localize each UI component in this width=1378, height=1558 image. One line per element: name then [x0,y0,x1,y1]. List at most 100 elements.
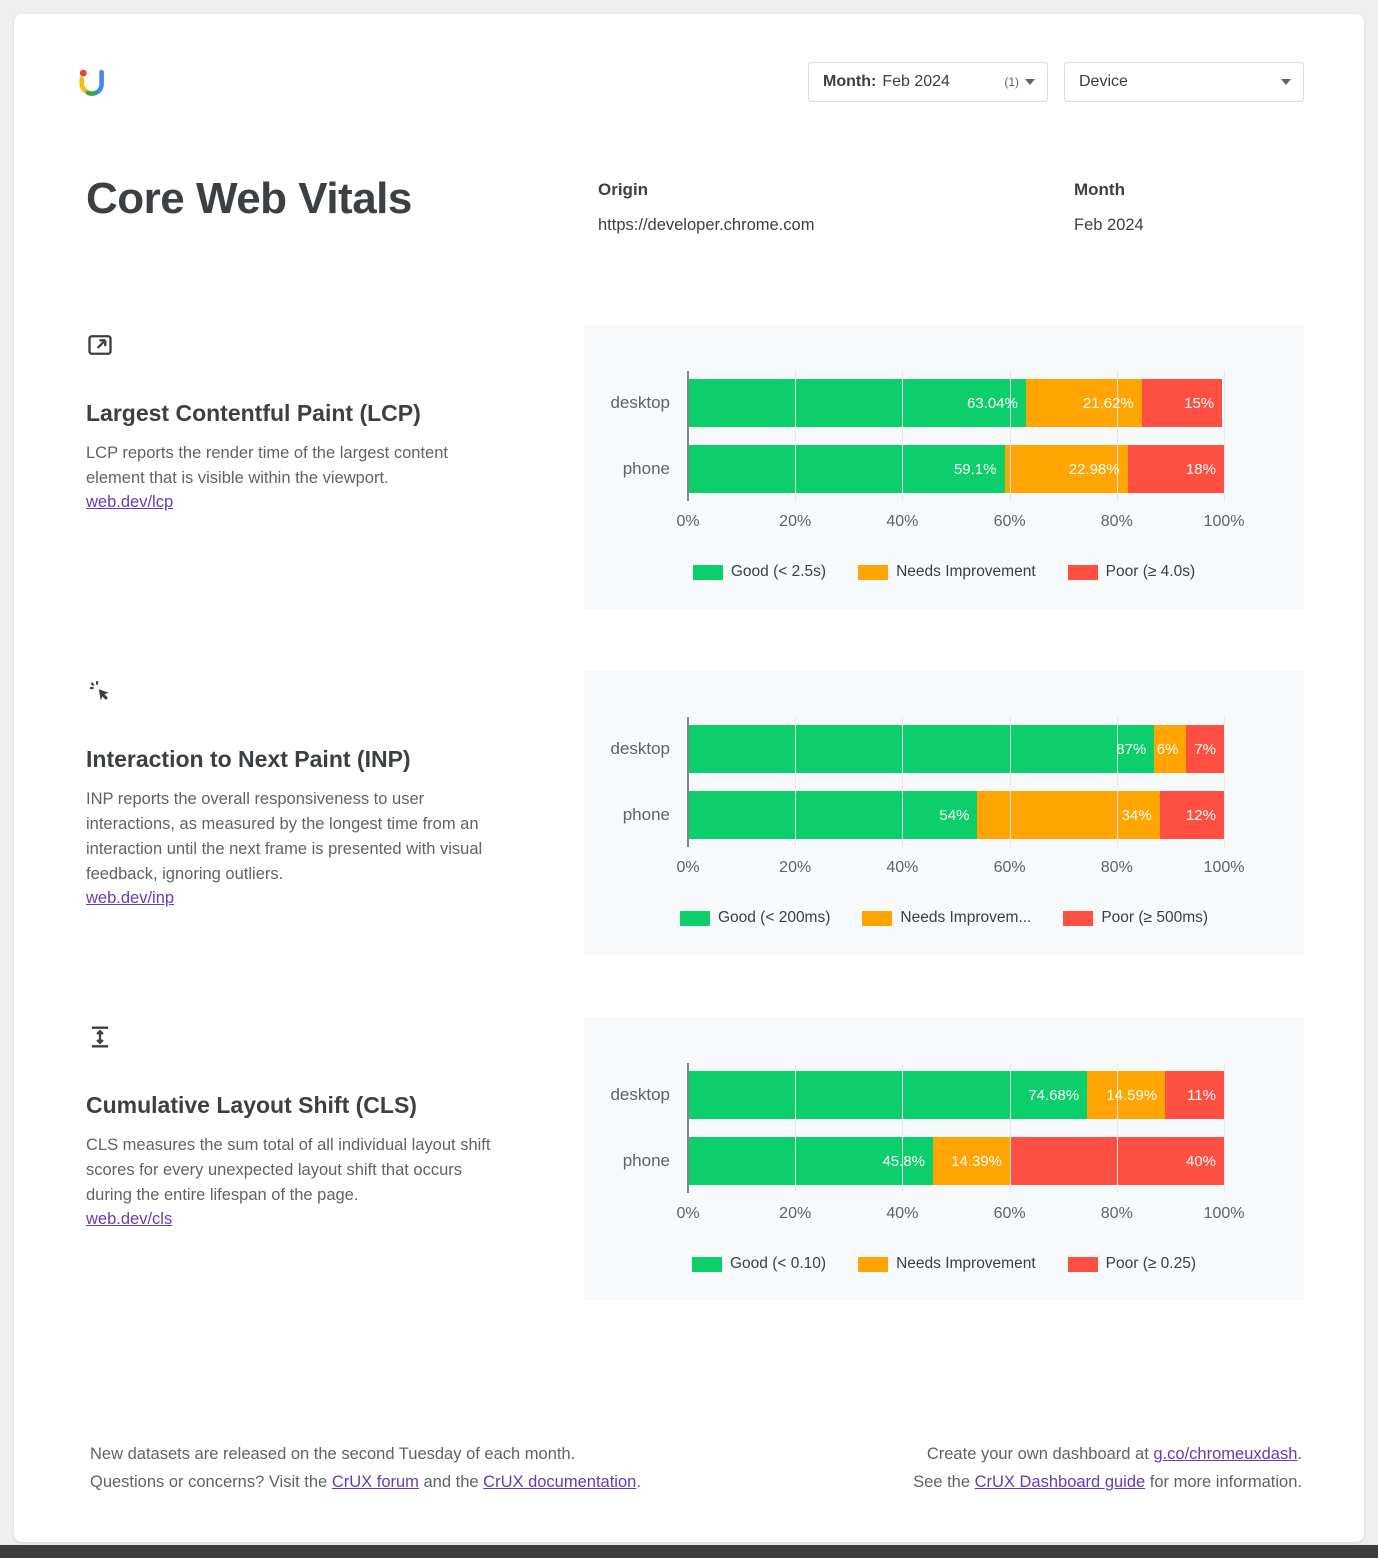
gridline [795,1063,797,1193]
origin-label: Origin [598,180,649,199]
month-filter-dropdown[interactable]: Month: Feb 2024 (1) [808,62,1048,102]
bar-value-label: 21.62% [1082,394,1134,412]
bar-segment-good[interactable]: 74.68% [688,1071,1088,1119]
cls-doc-link[interactable]: web.dev/cls [86,1210,173,1229]
axis-tick-label: 80% [1100,1205,1133,1222]
bar-segment-good[interactable]: 54% [688,791,978,839]
bar-row-phone: 59.1% 22.98% 18% [688,445,1224,493]
footer-right: Create your own dashboard at g.co/chrome… [913,1440,1302,1496]
bar-value-label: 34% [1121,806,1152,824]
legend-item-poor: Poor (≥ 4.0s) [1067,563,1196,581]
origin-value: https://developer.chrome.com [598,216,815,234]
bar-segment-ni[interactable]: 34% [977,791,1160,839]
bar-value-label: 12% [1185,806,1216,824]
legend-label: Good (< 200ms) [717,909,831,926]
row-label-desktop: desktop [610,1085,670,1104]
gridline [902,717,904,847]
bar-value-label: 74.68% [1028,1086,1080,1104]
axis-tick-label: 0% [676,859,700,876]
axis-tick-label: 0% [676,513,700,530]
section-cls-text: Cumulative Layout Shift (CLS) CLS measur… [86,1017,556,1301]
bar-segment-ni[interactable]: 14.59% [1087,1071,1166,1119]
bar-segment-ni[interactable]: 14.39% [933,1137,1010,1185]
row-label-phone: phone [622,805,670,824]
chromeuxdash-link[interactable]: g.co/chromeuxdash [1153,1444,1298,1463]
lcp-icon [88,335,112,355]
month-block: Month Feb 2024 [1074,174,1304,235]
legend-item-poor: Poor (≥ 0.25) [1067,1255,1196,1273]
legend-item-needs-improvement: Needs Improvem... [862,909,1031,927]
row-label-desktop: desktop [610,739,670,758]
month-value: Feb 2024 [1074,216,1144,234]
gridline [1224,717,1225,847]
legend-item-needs-improvement: Needs Improvement [858,563,1036,581]
bar-segment-poor[interactable]: 7% [1186,725,1224,773]
crux-dashboard-guide-link[interactable]: CrUX Dashboard guide [974,1472,1146,1491]
section-inp-text: Interaction to Next Paint (INP) INP repo… [86,671,556,955]
axis-tick-label: 60% [993,513,1026,530]
axis-tick-label: 100% [1203,1205,1245,1222]
legend-item-good: Good (< 200ms) [679,909,831,927]
bar-segment-poor[interactable]: 15% [1141,379,1223,427]
bar-value-label: 7% [1194,740,1216,758]
axis-tick-label: 40% [886,859,919,876]
device-filter-label: Device [1079,73,1128,90]
month-filter-value: Feb 2024 [882,73,950,90]
bar-segment-ni[interactable]: 22.98% [1004,445,1128,493]
row-label-phone: phone [622,459,670,478]
month-filter-count: (1) [1004,75,1019,89]
bar-row-desktop: 87% 6% 7% [688,725,1224,773]
axis-tick-label: 80% [1100,513,1133,530]
x-axis: 0% 20% 40% 60% 80% 100% [676,1205,1244,1225]
bar-segment-good[interactable]: 63.04% [688,379,1026,427]
gridline [795,717,797,847]
bar-segment-ni[interactable]: 6% [1154,725,1187,773]
cls-chart: desktop phone 74.68% 14.59% 11% 45.8% 14.39% 4… [584,1063,1304,1225]
bar-value-label: 14.39% [951,1152,1002,1170]
crux-documentation-link[interactable]: CrUX documentation [483,1472,637,1491]
bar-segment-poor[interactable]: 11% [1165,1071,1224,1119]
legend-label: Needs Improvement [896,563,1036,580]
bar-value-label: 63.04% [967,394,1018,412]
chevron-down-icon [1025,79,1035,85]
footer-line: Questions or concerns? Visit the CrUX fo… [90,1468,641,1496]
bar-segment-good[interactable]: 59.1% [688,445,1005,493]
section-lcp: Largest Contentful Paint (LCP) LCP repor… [74,325,1304,609]
x-axis: 0% 20% 40% 60% 80% 100% [676,513,1244,533]
legend-swatch-good [692,564,723,580]
bar-segment-poor[interactable]: 18% [1127,445,1224,493]
bar-value-label: 18% [1185,460,1216,478]
gridline [902,371,904,501]
axis-tick-label: 20% [779,859,812,876]
bar-segment-good[interactable]: 45.8% [688,1137,934,1185]
row-label-phone: phone [622,1151,670,1170]
x-axis: 0% 20% 40% 60% 80% 100% [676,859,1244,879]
bar-segment-poor[interactable]: 12% [1159,791,1224,839]
dashboard-card: Month: Feb 2024 (1) Device Core Web Vita… [14,14,1364,1542]
legend-label: Poor (≥ 0.25) [1105,1255,1196,1272]
inp-legend: Good (< 200ms) Needs Improvem... Poor (≥… [584,909,1304,927]
device-filter-dropdown[interactable]: Device [1064,62,1304,102]
axis-tick-label: 60% [993,859,1026,876]
legend-item-needs-improvement: Needs Improvement [858,1255,1036,1273]
section-description: LCP reports the render time of the large… [86,444,448,488]
bar-segment-ni[interactable]: 21.62% [1025,379,1142,427]
crux-logo-icon [79,69,104,96]
inp-doc-link[interactable]: web.dev/inp [86,889,175,908]
legend-label: Good (< 2.5s) [730,563,827,580]
bar-segment-good[interactable]: 87% [688,725,1155,773]
legend-label: Poor (≥ 4.0s) [1105,563,1196,580]
bar-value-label: 45.8% [882,1152,926,1170]
gridline [1116,717,1118,847]
bar-row-desktop: 63.04% 21.62% 15% [688,379,1224,427]
filters: Month: Feb 2024 (1) Device [808,62,1304,102]
topbar: Month: Feb 2024 (1) Device [74,62,1304,102]
axis-tick-label: 40% [886,1205,919,1222]
footer-line: Create your own dashboard at g.co/chrome… [913,1440,1302,1468]
lcp-chart-panel: desktop phone 63.04% 21.62% 15% 59.1% 22.98% 1… [584,325,1304,609]
crux-forum-link[interactable]: CrUX forum [331,1472,419,1491]
lcp-doc-link[interactable]: web.dev/lcp [86,493,174,512]
legend-item-good: Good (< 0.10) [692,1255,826,1273]
axis-tick-label: 100% [1203,513,1245,530]
bar-row-phone: 54% 34% 12% [688,791,1224,839]
